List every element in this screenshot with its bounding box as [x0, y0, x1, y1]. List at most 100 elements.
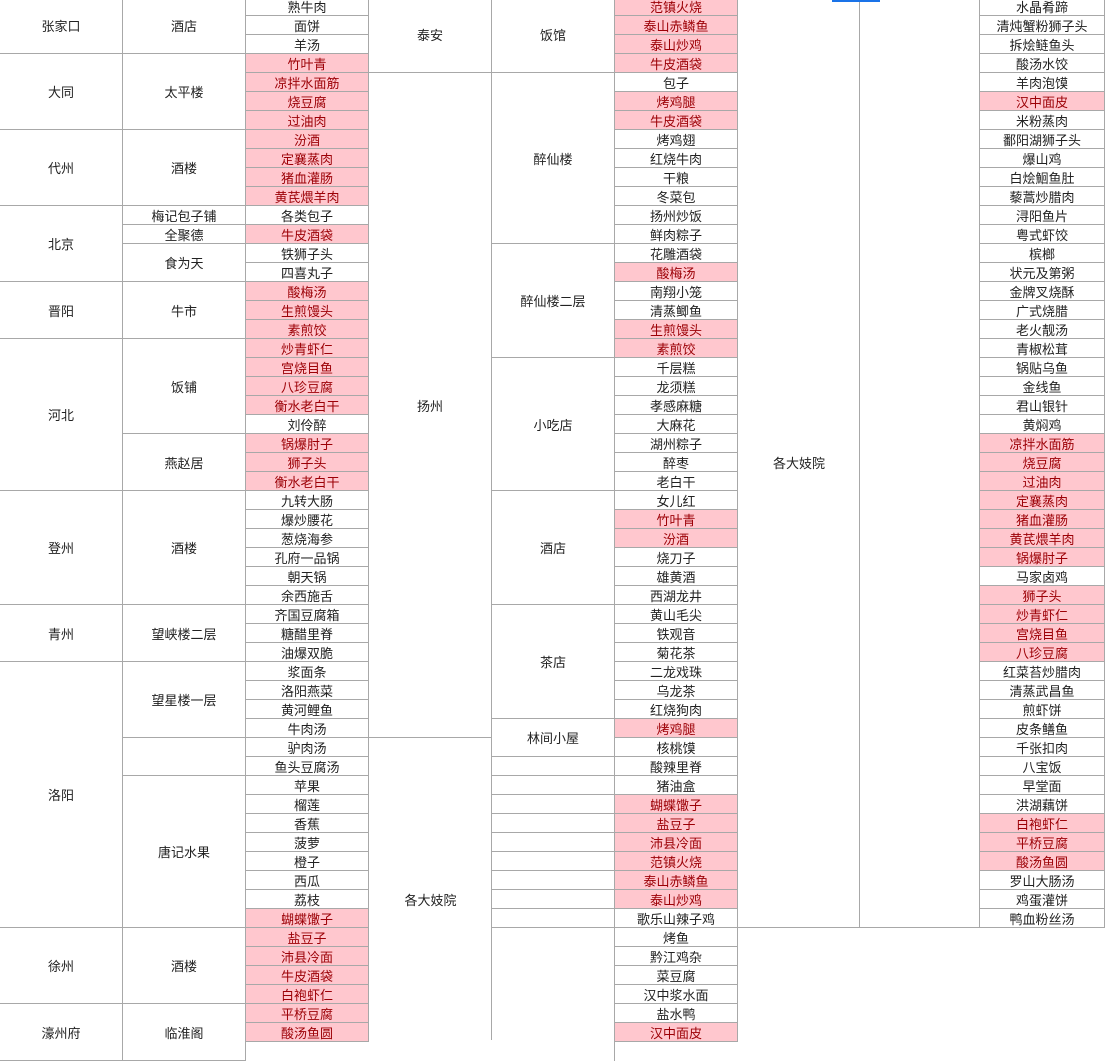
city-cell[interactable]: 张家口: [0, 0, 123, 54]
item-cell[interactable]: 糖醋里脊: [246, 624, 369, 643]
venue-cell[interactable]: 全聚德: [123, 225, 246, 244]
venue-cell[interactable]: 望峡楼二层: [123, 605, 246, 662]
item-cell[interactable]: 泰山赤鳞鱼: [615, 16, 738, 35]
blank-cell[interactable]: [492, 1042, 615, 1061]
item-cell[interactable]: 葱烧海参: [246, 529, 369, 548]
item-cell[interactable]: 千层糕: [615, 358, 738, 377]
blank-cell[interactable]: [492, 947, 615, 966]
item-cell[interactable]: 西湖龙井: [615, 586, 738, 605]
blank-cell[interactable]: [492, 890, 615, 909]
item-cell[interactable]: 红烧狗肉: [615, 700, 738, 719]
venue-cell[interactable]: 食为天: [123, 244, 246, 282]
item-cell[interactable]: 酸汤鱼圆: [980, 852, 1105, 871]
item-cell[interactable]: 爆炒腰花: [246, 510, 369, 529]
item-cell[interactable]: 油爆双脆: [246, 643, 369, 662]
item-cell[interactable]: 盐豆子: [615, 814, 738, 833]
item-cell[interactable]: 酸梅汤: [615, 263, 738, 282]
item-cell[interactable]: 洪湖藕饼: [980, 795, 1105, 814]
item-cell[interactable]: 浔阳鱼片: [980, 206, 1105, 225]
item-cell[interactable]: 猪油盒: [615, 776, 738, 795]
location-cell[interactable]: 各大妓院: [772, 457, 825, 472]
item-cell[interactable]: 汾酒: [246, 130, 369, 149]
blank-cell[interactable]: [492, 871, 615, 890]
item-cell[interactable]: 衡水老白干: [246, 472, 369, 491]
venue-cell[interactable]: 酒楼: [123, 928, 246, 1004]
city-cell[interactable]: 河北: [0, 339, 123, 491]
item-cell[interactable]: 苹果: [246, 776, 369, 795]
item-cell[interactable]: 酸汤水饺: [980, 54, 1105, 73]
item-cell[interactable]: 烧豆腐: [246, 92, 369, 111]
item-cell[interactable]: 鸭血粉丝汤: [980, 909, 1105, 928]
venue-cell[interactable]: 茶店: [492, 605, 615, 719]
item-cell[interactable]: 拆烩鲢鱼头: [980, 35, 1105, 54]
item-cell[interactable]: 红烧牛肉: [615, 149, 738, 168]
item-cell[interactable]: 牛肉汤: [246, 719, 369, 738]
blank-cell[interactable]: [492, 795, 615, 814]
item-cell[interactable]: 沛县冷面: [246, 947, 369, 966]
item-cell[interactable]: 浆面条: [246, 662, 369, 681]
item-cell[interactable]: 定襄蒸肉: [980, 491, 1105, 510]
item-cell[interactable]: 朝天锅: [246, 567, 369, 586]
item-cell[interactable]: 龙须糕: [615, 377, 738, 396]
item-cell[interactable]: 刘伶醉: [246, 415, 369, 434]
item-cell[interactable]: 孔府一品锅: [246, 548, 369, 567]
item-cell[interactable]: 黄芪煨羊肉: [980, 529, 1105, 548]
item-cell[interactable]: 鸡蛋灌饼: [980, 890, 1105, 909]
venue-cell[interactable]: 临淮阁: [123, 1004, 246, 1061]
item-cell[interactable]: 罗山大肠汤: [980, 871, 1105, 890]
item-cell[interactable]: 齐国豆腐箱: [246, 605, 369, 624]
item-cell[interactable]: 范镇火烧: [615, 0, 738, 16]
item-cell[interactable]: 牛皮酒袋: [615, 111, 738, 130]
blank-cell[interactable]: [492, 909, 615, 928]
item-cell[interactable]: 铁观音: [615, 624, 738, 643]
item-cell[interactable]: 黄焖鸡: [980, 415, 1105, 434]
blank-cell[interactable]: [492, 852, 615, 871]
venue-cell[interactable]: 酒楼: [123, 491, 246, 605]
item-cell[interactable]: 黔江鸡杂: [615, 947, 738, 966]
item-cell[interactable]: 水晶肴蹄: [980, 0, 1105, 16]
item-cell[interactable]: 湖州粽子: [615, 434, 738, 453]
item-cell[interactable]: 烤鱼: [615, 928, 738, 947]
venue-cell[interactable]: 酒店: [492, 491, 615, 605]
item-cell[interactable]: 米粉蒸肉: [980, 111, 1105, 130]
item-cell[interactable]: 马家卤鸡: [980, 567, 1105, 586]
venue-cell[interactable]: 酒楼: [123, 130, 246, 206]
venue-cell[interactable]: 燕赵居: [123, 434, 246, 491]
item-cell[interactable]: 素煎饺: [246, 320, 369, 339]
venue-cell[interactable]: 醉仙楼: [492, 73, 615, 244]
item-cell[interactable]: 狮子头: [246, 453, 369, 472]
item-cell[interactable]: 香蕉: [246, 814, 369, 833]
item-cell[interactable]: 鱼头豆腐汤: [246, 757, 369, 776]
item-cell[interactable]: 粤式虾饺: [980, 225, 1105, 244]
item-cell[interactable]: 牛皮酒袋: [246, 225, 369, 244]
item-cell[interactable]: 衡水老白干: [246, 396, 369, 415]
item-cell[interactable]: 红菜苔炒腊肉: [980, 662, 1105, 681]
item-cell[interactable]: 早堂面: [980, 776, 1105, 795]
item-cell[interactable]: 金牌叉烧酥: [980, 282, 1105, 301]
item-cell[interactable]: 白袍虾仁: [980, 814, 1105, 833]
venue-cell[interactable]: 小吃店: [492, 358, 615, 491]
item-cell[interactable]: 榴莲: [246, 795, 369, 814]
item-cell[interactable]: 炒青虾仁: [980, 605, 1105, 624]
item-cell[interactable]: 蝴蝶馓子: [615, 795, 738, 814]
item-cell[interactable]: 扬州炒饭: [615, 206, 738, 225]
item-cell[interactable]: 黄芪煨羊肉: [246, 187, 369, 206]
item-cell[interactable]: 范镇火烧: [615, 852, 738, 871]
item-cell[interactable]: 猪血灌肠: [980, 510, 1105, 529]
item-cell[interactable]: 四喜丸子: [246, 263, 369, 282]
item-cell[interactable]: 黄河鲤鱼: [246, 700, 369, 719]
item-cell[interactable]: 过油肉: [246, 111, 369, 130]
item-cell[interactable]: 汾酒: [615, 529, 738, 548]
venue-cell[interactable]: 饭铺: [123, 339, 246, 434]
item-cell[interactable]: 烤鸡腿: [615, 92, 738, 111]
item-cell[interactable]: 荔枝: [246, 890, 369, 909]
item-cell[interactable]: 锅贴乌鱼: [980, 358, 1105, 377]
venue-cell[interactable]: 醉仙楼二层: [492, 244, 615, 358]
item-cell[interactable]: 盐豆子: [246, 928, 369, 947]
city-cell[interactable]: 濠州府: [0, 1004, 123, 1061]
venue-cell[interactable]: [123, 738, 246, 776]
city-cell[interactable]: 青州: [0, 605, 123, 662]
item-cell[interactable]: 猪血灌肠: [246, 168, 369, 187]
item-cell[interactable]: 沛县冷面: [615, 833, 738, 852]
item-cell[interactable]: 泰山赤鳞鱼: [615, 871, 738, 890]
